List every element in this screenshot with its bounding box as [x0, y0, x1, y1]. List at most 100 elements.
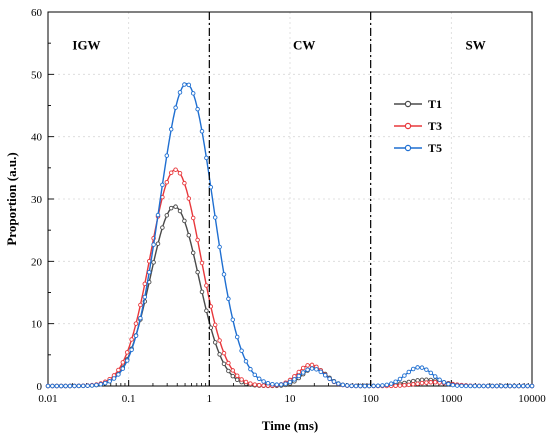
data-point — [124, 358, 130, 363]
data-point — [415, 381, 420, 386]
data-point — [45, 383, 51, 389]
data-point — [424, 380, 429, 385]
y-tick-label: 30 — [31, 194, 43, 206]
data-point — [164, 153, 170, 158]
data-point — [476, 383, 482, 389]
data-point — [182, 82, 187, 87]
data-point — [239, 348, 244, 353]
y-tick-label: 0 — [37, 381, 43, 393]
data-point — [80, 383, 86, 389]
data-point — [520, 383, 526, 389]
data-point — [173, 105, 178, 110]
data-point — [63, 383, 68, 389]
data-point — [441, 380, 447, 385]
data-point — [490, 383, 495, 389]
data-point — [336, 381, 341, 386]
data-point — [120, 366, 126, 371]
legend-swatch-marker — [404, 144, 412, 152]
data-point — [146, 270, 152, 275]
data-point — [424, 367, 429, 372]
data-point — [177, 171, 183, 176]
y-tick-label: 60 — [31, 7, 43, 19]
data-point — [529, 383, 535, 389]
data-point — [309, 366, 315, 371]
data-point — [432, 374, 438, 379]
data-point — [472, 383, 478, 389]
data-point — [142, 294, 148, 300]
data-point — [340, 382, 346, 388]
data-point — [459, 383, 464, 389]
data-point — [261, 383, 266, 388]
data-point — [406, 369, 412, 375]
data-point — [217, 244, 222, 250]
data-point — [217, 338, 222, 343]
data-point — [406, 382, 412, 388]
data-point — [116, 367, 121, 373]
legend: T1 T3 T5 — [394, 97, 442, 155]
data-point — [393, 383, 398, 389]
data-point — [393, 379, 398, 385]
data-point — [243, 379, 249, 385]
data-point — [450, 382, 456, 388]
data-point — [384, 382, 390, 388]
data-point — [454, 383, 460, 388]
data-point — [261, 379, 266, 384]
data-point — [116, 372, 121, 377]
data-point — [190, 250, 196, 256]
data-point — [58, 383, 64, 389]
data-point — [151, 242, 156, 247]
data-point — [204, 283, 209, 288]
data-point — [186, 196, 192, 201]
data-point — [195, 269, 200, 275]
data-point — [199, 260, 205, 266]
data-point — [234, 373, 240, 379]
data-point — [111, 376, 117, 381]
x-axis-title: Time (ms) — [262, 418, 318, 433]
data-point — [397, 376, 403, 382]
data-point — [50, 383, 55, 389]
data-point — [292, 377, 297, 382]
series-line — [48, 82, 532, 387]
data-point — [516, 383, 522, 389]
data-point — [190, 215, 196, 221]
data-point — [168, 205, 174, 211]
data-point — [168, 127, 174, 132]
data-point — [428, 380, 434, 385]
data-point — [182, 180, 187, 186]
data-point — [278, 382, 284, 387]
data-point — [270, 381, 275, 387]
x-tick-label: 10 — [285, 393, 297, 405]
data-point — [274, 382, 280, 387]
data-point — [221, 272, 227, 277]
data-point — [212, 215, 218, 220]
data-point — [186, 82, 192, 88]
data-point — [72, 383, 77, 389]
data-point — [160, 182, 165, 188]
data-point — [177, 90, 183, 95]
data-point — [362, 383, 368, 389]
data-point — [226, 296, 231, 302]
data-point — [358, 383, 363, 389]
data-point — [256, 376, 262, 382]
data-point — [512, 383, 517, 389]
data-point — [415, 365, 420, 370]
data-point — [173, 167, 178, 172]
data-point — [402, 383, 407, 388]
data-point — [252, 382, 258, 387]
data-point — [507, 383, 513, 389]
data-point — [380, 383, 385, 388]
region-label: SW — [465, 37, 485, 52]
legend-label: T5 — [428, 141, 442, 155]
data-point — [107, 379, 112, 384]
x-tick-label: 100 — [362, 393, 379, 405]
data-point — [199, 128, 205, 134]
legend-item-t5: T5 — [394, 141, 442, 155]
data-point — [199, 289, 205, 295]
data-point — [221, 350, 227, 356]
legend-item-t1: T1 — [394, 97, 442, 111]
data-point — [89, 383, 95, 388]
data-point — [138, 302, 143, 308]
series-t5 — [45, 82, 535, 389]
data-point — [212, 340, 218, 345]
